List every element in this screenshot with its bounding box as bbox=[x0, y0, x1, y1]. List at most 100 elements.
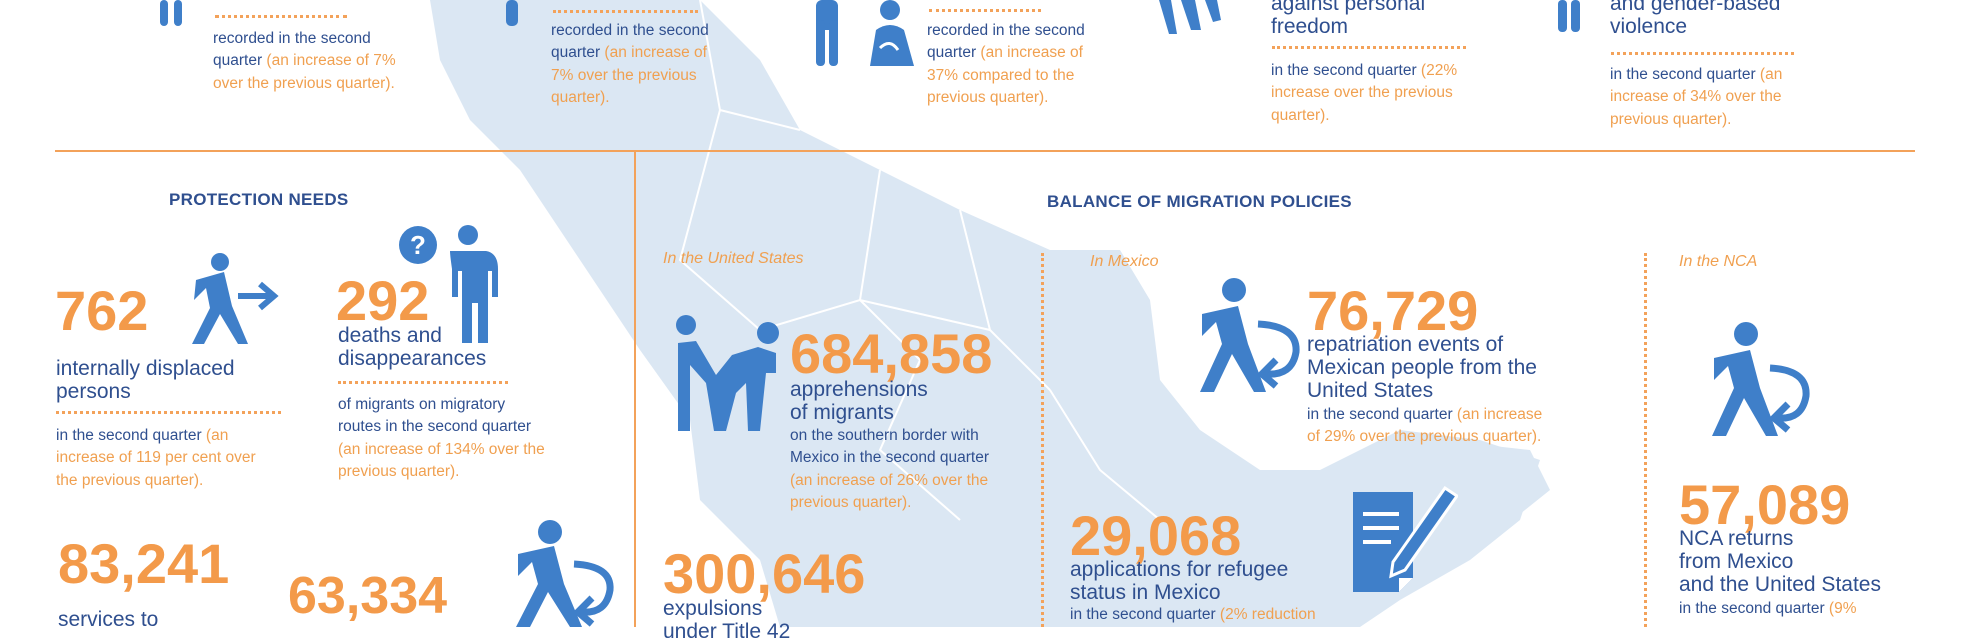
top-c5-title1: and gender-based bbox=[1610, 0, 1781, 15]
top-c3-note2: 37% compared to the bbox=[927, 66, 1075, 84]
top-c1-text: recorded in the second quarter (an incre… bbox=[213, 28, 433, 95]
top-c2-divider bbox=[553, 10, 698, 13]
apprehensions-label2: of migrants bbox=[790, 401, 894, 425]
idp-label2: persons bbox=[56, 380, 131, 404]
top-c2-note2: 7% over the previous bbox=[551, 66, 697, 84]
map-shape-yucatan bbox=[1380, 440, 1550, 540]
refugee-label2: status in Mexico bbox=[1070, 581, 1221, 605]
nca-returns-label3: and the United States bbox=[1679, 573, 1881, 597]
repatriation-note: (an increase bbox=[1452, 406, 1543, 423]
idp-text: in the second quarter (an increase of 11… bbox=[56, 425, 296, 492]
apprehensions-note1: (an increase of 26% over the bbox=[790, 471, 989, 489]
top-c2-note: (an increase of bbox=[600, 44, 707, 62]
apprehensions-text: on the southern border with Mexico in th… bbox=[790, 425, 1050, 515]
idp-value: 762 bbox=[55, 279, 149, 342]
expulsions-label2: under Title 42 bbox=[663, 620, 791, 643]
top-c3-main2: quarter bbox=[927, 44, 977, 62]
missing-person-icon: ? bbox=[398, 225, 503, 345]
apprehensions-label1: apprehensions bbox=[790, 378, 928, 401]
idp-note: (an bbox=[201, 427, 229, 444]
repatriation-label2: Mexican people from the bbox=[1307, 356, 1537, 380]
svg-text:?: ? bbox=[410, 230, 426, 260]
nca-returns-note: (9% bbox=[1824, 600, 1857, 617]
idp-note3: the previous quarter). bbox=[56, 471, 204, 489]
idp-divider bbox=[56, 411, 281, 414]
top-c2-main: recorded in the second bbox=[551, 22, 709, 39]
person-icon bbox=[156, 0, 186, 26]
top-c2-main2: quarter bbox=[551, 44, 601, 62]
person-icon bbox=[502, 0, 522, 26]
top-c4-note: (22% bbox=[1416, 62, 1458, 79]
repatriation-text: in the second quarter (an increase of 29… bbox=[1307, 404, 1607, 449]
column-divider-us-mexico bbox=[1041, 253, 1044, 627]
top-c4-title: against personal freedom bbox=[1271, 0, 1491, 38]
mexico-label: In Mexico bbox=[1090, 253, 1159, 270]
top-c1-main2: quarter bbox=[213, 52, 263, 70]
nca-returns-text: in the second quarter (9% bbox=[1679, 598, 1939, 620]
nca-returns-label1: NCA returns bbox=[1679, 527, 1794, 550]
top-c1-note2: over the previous quarter). bbox=[213, 74, 395, 92]
nca-returns-label: NCA returns from Mexico and the United S… bbox=[1679, 527, 1939, 596]
deaths-line1: of migrants on migratory bbox=[338, 396, 506, 413]
section-divider-horizontal bbox=[55, 150, 1915, 152]
top-c3-divider bbox=[929, 9, 1041, 12]
top-c5-title2: violence bbox=[1610, 15, 1688, 39]
deaths-line2: routes in the second quarter bbox=[338, 418, 532, 436]
expulsions-value: 300,646 bbox=[663, 542, 866, 605]
top-c3-note: (an increase of bbox=[976, 44, 1083, 62]
top-c5-main: in the second quarter bbox=[1610, 66, 1756, 83]
deaths-note2: previous quarter). bbox=[338, 463, 460, 481]
person-return-icon bbox=[1670, 320, 1810, 438]
repatriation-note2: of 29% over the previous quarter). bbox=[1307, 428, 1542, 446]
us-label: In the United States bbox=[663, 250, 804, 267]
migration-policies-title: BALANCE OF MIGRATION POLICIES bbox=[1047, 192, 1352, 211]
top-c3-note3: previous quarter). bbox=[927, 89, 1049, 107]
top-c1-main: recorded in the second bbox=[213, 30, 371, 47]
top-c5-title: and gender-based violence bbox=[1610, 0, 1830, 38]
person-walking-arrow-icon bbox=[160, 252, 280, 347]
idp-main: in the second quarter bbox=[56, 427, 202, 444]
map-background bbox=[430, 0, 1550, 627]
deaths-text: of migrants on migratory routes in the s… bbox=[338, 394, 598, 484]
refugee-main: in the second quarter bbox=[1070, 606, 1216, 623]
top-c1-divider bbox=[215, 15, 347, 18]
top-c5-text: in the second quarter (an increase of 34… bbox=[1610, 64, 1830, 131]
top-c5-note: (an bbox=[1755, 66, 1783, 83]
top-c2-note3: quarter). bbox=[551, 89, 610, 107]
top-c2-text: recorded in the second quarter (an incre… bbox=[551, 20, 761, 110]
apprehensions-note2: previous quarter). bbox=[790, 494, 912, 512]
repatriation-label3: United States bbox=[1307, 379, 1434, 403]
person-return-icon bbox=[1164, 276, 1304, 394]
deaths-note1: (an increase of 134% over the bbox=[338, 440, 545, 458]
apprehensions-label: apprehensions of migrants bbox=[790, 378, 1020, 424]
top-c4-title2: freedom bbox=[1271, 15, 1349, 39]
services-value: 83,241 bbox=[58, 532, 230, 595]
deaths-value: 292 bbox=[336, 269, 430, 332]
top-c4-text: in the second quarter (22% increase over… bbox=[1271, 60, 1501, 127]
refugee-note: (2% reduction bbox=[1215, 606, 1316, 623]
top-c5-divider bbox=[1611, 52, 1794, 55]
family-icon bbox=[810, 0, 920, 70]
nca-returns-main: in the second quarter bbox=[1679, 600, 1825, 617]
top-c4-divider bbox=[1272, 46, 1466, 49]
idp-label: internally displaced persons bbox=[56, 357, 286, 403]
expulsions-label1: expulsions bbox=[663, 597, 763, 620]
top-c4-main: in the second quarter bbox=[1271, 62, 1417, 79]
refugee-text: in the second quarter (2% reduction bbox=[1070, 604, 1370, 626]
person-return-icon bbox=[478, 518, 618, 627]
deaths-divider bbox=[338, 381, 508, 384]
top-c4-note3: quarter). bbox=[1271, 106, 1330, 124]
nca-returns-value: 57,089 bbox=[1679, 473, 1851, 536]
top-c4-note2: increase over the previous bbox=[1271, 84, 1453, 102]
top-c5-note3: previous quarter). bbox=[1610, 110, 1732, 128]
protection-needs-title: PROTECTION NEEDS bbox=[169, 190, 349, 209]
person-restrained-icon bbox=[1155, 0, 1225, 40]
repatriation-label: repatriation events of Mexican people fr… bbox=[1307, 333, 1587, 402]
deaths-label2: disappearances bbox=[338, 347, 487, 371]
top-c1-note: (an increase of 7% bbox=[262, 52, 396, 70]
top-c5-note2: increase of 34% over the bbox=[1610, 88, 1782, 106]
map-borders bbox=[678, 0, 1161, 521]
section-divider-vertical bbox=[634, 152, 636, 627]
expulsions-label: expulsions under Title 42 bbox=[663, 597, 893, 643]
apprehensions-line1: on the southern border with bbox=[790, 427, 979, 444]
